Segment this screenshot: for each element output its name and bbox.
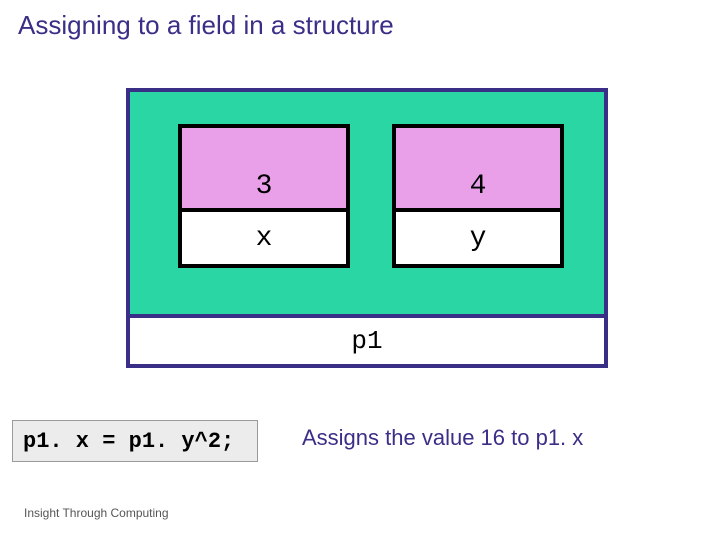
field-label-y: y: [392, 212, 564, 268]
structure-body: 3 x 4 y: [126, 88, 608, 318]
structure-diagram: 3 x 4 y p1: [126, 88, 608, 368]
footer-credit: Insight Through Computing: [24, 506, 169, 520]
structure-name: p1: [126, 318, 608, 368]
field-value-x: 3: [178, 124, 350, 212]
field-column-y: 4 y: [392, 124, 564, 268]
field-label-x: x: [178, 212, 350, 268]
field-value-y: 4: [392, 124, 564, 212]
slide-title: Assigning to a field in a structure: [18, 10, 394, 41]
explanation-text: Assigns the value 16 to p1. x: [302, 425, 583, 451]
code-statement: p1. x = p1. y^2;: [12, 420, 258, 462]
field-column-x: 3 x: [178, 124, 350, 268]
